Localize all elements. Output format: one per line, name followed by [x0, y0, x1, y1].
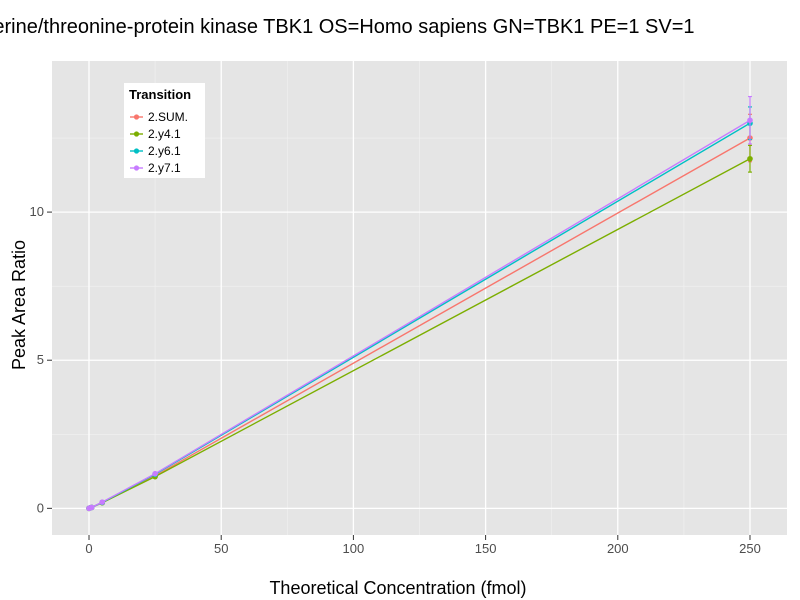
legend-label: 2.y6.1 — [148, 144, 181, 158]
x-tick-label: 250 — [739, 541, 761, 556]
series-2-y7-1 — [86, 95, 753, 512]
y-tick-label: 5 — [37, 352, 44, 367]
legend-key-point — [133, 114, 140, 120]
data-point — [152, 470, 158, 477]
x-tick-label: 200 — [607, 541, 629, 556]
chart-title: TBK1_HUMAN Serine/threonine-protein kina… — [0, 16, 695, 38]
x-tick-label: 150 — [475, 541, 497, 556]
legend-label: 2.SUM. — [148, 110, 188, 124]
data-point — [747, 155, 753, 162]
x-tick-label: 50 — [214, 541, 228, 556]
data-point — [88, 504, 95, 511]
data-point — [99, 499, 106, 505]
legend-label: 2.y7.1 — [148, 161, 181, 175]
legend-key-point — [133, 165, 140, 171]
y-tick-label: 0 — [37, 500, 44, 515]
legend: Transition 2.SUM. 2.y4.1 2.y6.1 2.y7.1 — [124, 83, 205, 178]
legend-items: 2.SUM. 2.y4.1 2.y6.1 2.y7.1 — [130, 110, 188, 175]
x-tick-label: 100 — [343, 541, 365, 556]
legend-key-point — [133, 148, 140, 154]
x-axis-title: Theoretical Concentration (fmol) — [269, 578, 526, 598]
legend-title: Transition — [129, 87, 191, 102]
series-layer — [86, 95, 753, 512]
axes: 0 50 100 150 200 250 0 5 10 — [30, 204, 761, 556]
y-tick-label: 10 — [30, 204, 44, 219]
y-axis-title: Peak Area Ratio — [9, 240, 29, 370]
legend-label: 2.y4.1 — [148, 127, 181, 141]
data-point — [747, 117, 753, 124]
legend-key-point — [133, 131, 140, 137]
legend-background — [124, 83, 205, 178]
x-tick-label: 0 — [85, 541, 92, 556]
